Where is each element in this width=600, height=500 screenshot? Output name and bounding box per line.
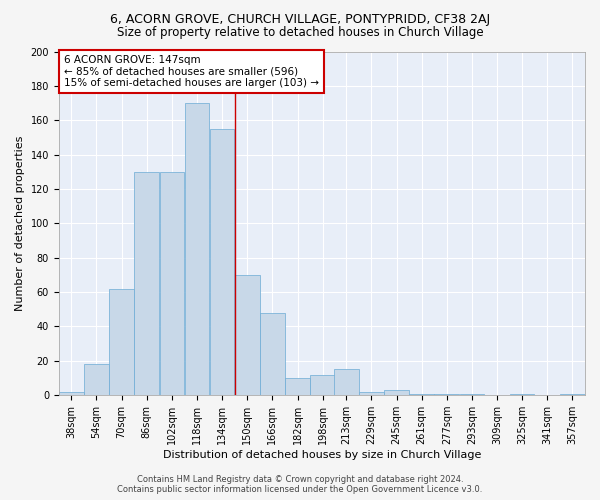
Bar <box>109 288 134 395</box>
Bar <box>185 103 209 395</box>
Bar <box>510 394 535 395</box>
Bar <box>409 394 434 395</box>
Text: Size of property relative to detached houses in Church Village: Size of property relative to detached ho… <box>116 26 484 39</box>
Bar <box>560 394 585 395</box>
Bar <box>59 392 83 395</box>
Bar <box>285 378 310 395</box>
Bar <box>460 394 484 395</box>
Bar <box>134 172 159 395</box>
Text: 6, ACORN GROVE, CHURCH VILLAGE, PONTYPRIDD, CF38 2AJ: 6, ACORN GROVE, CHURCH VILLAGE, PONTYPRI… <box>110 12 490 26</box>
X-axis label: Distribution of detached houses by size in Church Village: Distribution of detached houses by size … <box>163 450 481 460</box>
Text: Contains HM Land Registry data © Crown copyright and database right 2024.
Contai: Contains HM Land Registry data © Crown c… <box>118 474 482 494</box>
Text: 6 ACORN GROVE: 147sqm
← 85% of detached houses are smaller (596)
15% of semi-det: 6 ACORN GROVE: 147sqm ← 85% of detached … <box>64 55 319 88</box>
Y-axis label: Number of detached properties: Number of detached properties <box>15 136 25 311</box>
Bar <box>434 394 459 395</box>
Bar <box>384 390 409 395</box>
Bar <box>210 129 235 395</box>
Bar <box>160 172 184 395</box>
Bar <box>84 364 109 395</box>
Bar <box>310 374 335 395</box>
Bar <box>235 275 260 395</box>
Bar <box>359 392 384 395</box>
Bar <box>260 312 285 395</box>
Bar <box>334 370 359 395</box>
